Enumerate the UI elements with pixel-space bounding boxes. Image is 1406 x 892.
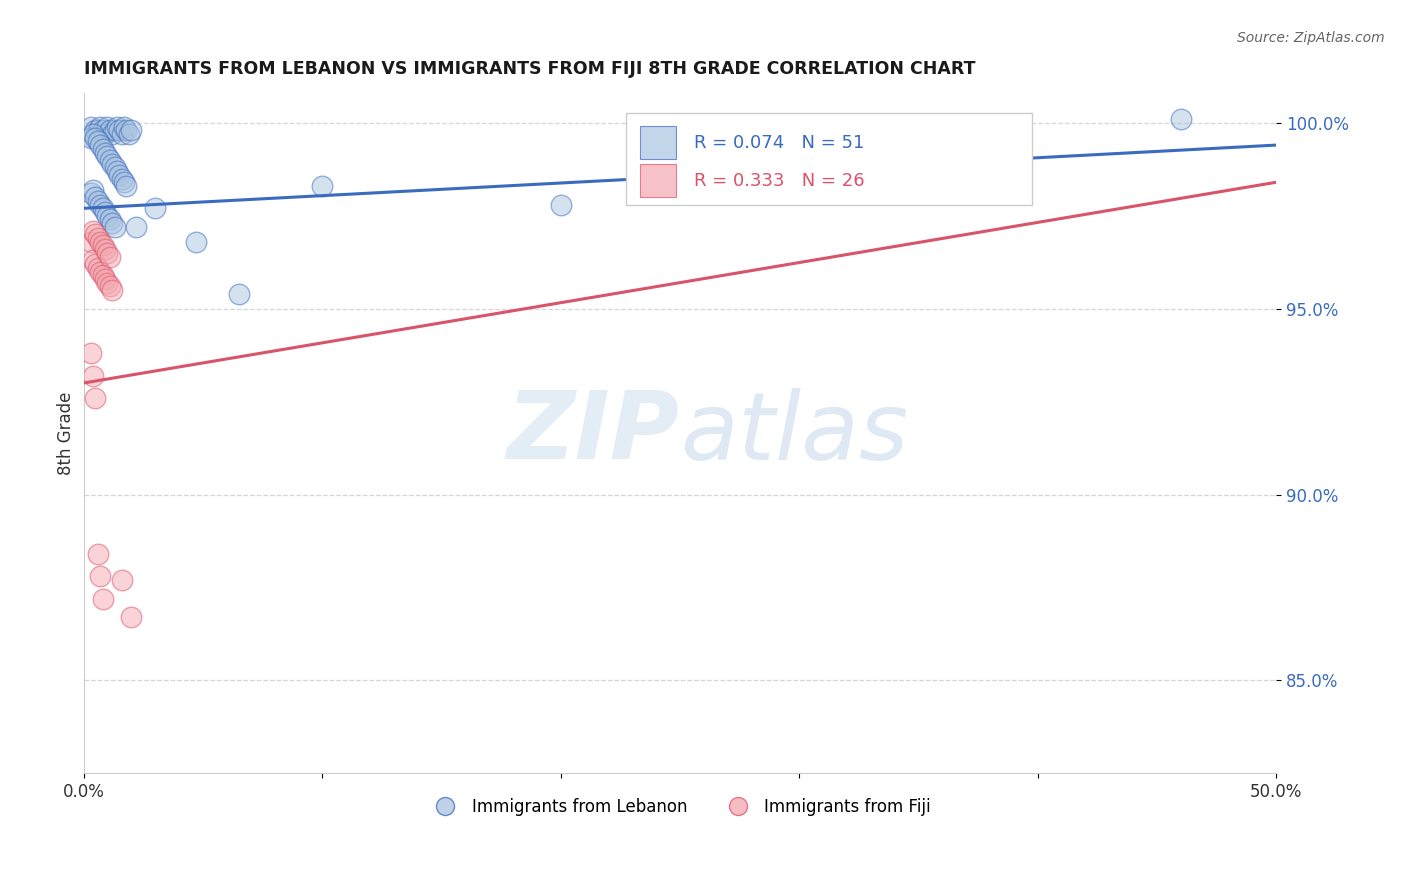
- Point: [98, 153, 121, 167]
- Point: [82, 183, 104, 197]
- Text: atlas: atlas: [681, 388, 908, 479]
- Point: [101, 157, 124, 171]
- Point: [91, 591, 114, 606]
- Point: [98, 250, 121, 264]
- Point: [84, 130, 107, 145]
- Point: [1170, 112, 1192, 126]
- Point: [111, 127, 134, 141]
- Point: [87, 231, 110, 245]
- Point: [101, 283, 124, 297]
- Point: [94, 205, 117, 219]
- Point: [84, 123, 107, 137]
- Point: [91, 142, 114, 156]
- Point: [105, 164, 128, 178]
- Point: [111, 171, 134, 186]
- Point: [143, 202, 166, 216]
- Point: [87, 547, 110, 561]
- Point: [101, 216, 124, 230]
- Point: [550, 197, 572, 211]
- Point: [111, 573, 134, 587]
- Point: [89, 197, 111, 211]
- Point: [184, 235, 207, 249]
- Point: [103, 123, 125, 137]
- Point: [91, 202, 114, 216]
- Point: [79, 235, 101, 249]
- Point: [79, 346, 101, 360]
- Point: [84, 257, 107, 271]
- Point: [87, 123, 110, 137]
- Point: [87, 260, 110, 275]
- Point: [82, 253, 104, 268]
- Point: [89, 235, 111, 249]
- Point: [115, 179, 138, 194]
- Point: [120, 123, 142, 137]
- Text: ZIP: ZIP: [508, 387, 681, 479]
- Point: [96, 209, 118, 223]
- Y-axis label: 8th Grade: 8th Grade: [58, 392, 75, 475]
- Text: R = 0.333   N = 26: R = 0.333 N = 26: [695, 172, 865, 190]
- Point: [103, 219, 125, 234]
- Point: [79, 120, 101, 134]
- Point: [96, 246, 118, 260]
- Point: [96, 149, 118, 163]
- Point: [89, 120, 111, 134]
- Point: [84, 190, 107, 204]
- Point: [94, 127, 117, 141]
- Point: [91, 123, 114, 137]
- Point: [108, 123, 131, 137]
- Point: [108, 168, 131, 182]
- Point: [105, 120, 128, 134]
- Point: [118, 127, 141, 141]
- FancyBboxPatch shape: [626, 113, 1032, 205]
- Point: [125, 219, 148, 234]
- Point: [115, 123, 138, 137]
- Point: [103, 161, 125, 175]
- Point: [89, 569, 111, 583]
- FancyBboxPatch shape: [641, 164, 676, 197]
- Point: [94, 242, 117, 256]
- Point: [120, 610, 142, 624]
- Point: [91, 238, 114, 252]
- Text: IMMIGRANTS FROM LEBANON VS IMMIGRANTS FROM FIJI 8TH GRADE CORRELATION CHART: IMMIGRANTS FROM LEBANON VS IMMIGRANTS FR…: [83, 60, 974, 78]
- Point: [82, 127, 104, 141]
- Point: [98, 279, 121, 293]
- Point: [311, 179, 333, 194]
- Point: [84, 227, 107, 242]
- Point: [87, 134, 110, 148]
- Point: [79, 130, 101, 145]
- Point: [87, 194, 110, 208]
- Point: [98, 123, 121, 137]
- Point: [82, 224, 104, 238]
- Legend: Immigrants from Lebanon, Immigrants from Fiji: Immigrants from Lebanon, Immigrants from…: [422, 791, 938, 823]
- Point: [112, 120, 135, 134]
- Text: R = 0.074   N = 51: R = 0.074 N = 51: [695, 134, 865, 152]
- Point: [91, 268, 114, 283]
- Point: [96, 276, 118, 290]
- Point: [101, 127, 124, 141]
- Point: [98, 212, 121, 227]
- FancyBboxPatch shape: [641, 127, 676, 159]
- Point: [94, 145, 117, 160]
- Point: [89, 264, 111, 278]
- Point: [94, 272, 117, 286]
- Point: [84, 391, 107, 405]
- Point: [112, 175, 135, 189]
- Point: [82, 368, 104, 383]
- Point: [228, 286, 250, 301]
- Text: Source: ZipAtlas.com: Source: ZipAtlas.com: [1237, 31, 1385, 45]
- Point: [96, 120, 118, 134]
- Point: [89, 138, 111, 153]
- Point: [79, 186, 101, 201]
